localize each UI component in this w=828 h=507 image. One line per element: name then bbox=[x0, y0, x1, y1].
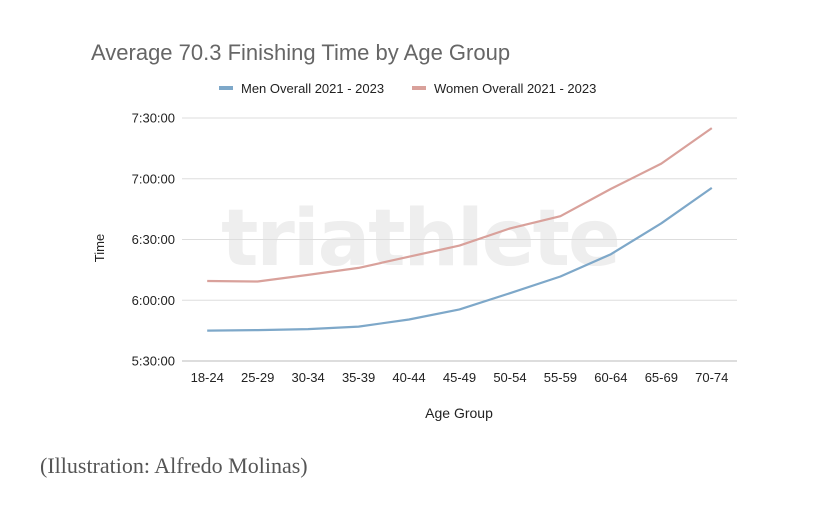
x-tick-label: 70-74 bbox=[695, 370, 728, 385]
y-tick-label: 6:30:00 bbox=[132, 232, 175, 247]
y-tick-label: 7:30:00 bbox=[132, 111, 175, 126]
series-line-men bbox=[207, 186, 713, 332]
x-tick-label: 50-54 bbox=[493, 370, 526, 385]
x-tick-label: 35-39 bbox=[342, 370, 375, 385]
legend-label-men: Men Overall 2021 - 2023 bbox=[241, 81, 384, 96]
y-tick-label: 7:00:00 bbox=[132, 171, 175, 186]
x-tick-label: 55-59 bbox=[544, 370, 577, 385]
x-tick-label: 60-64 bbox=[594, 370, 627, 385]
chart-title: Average 70.3 Finishing Time by Age Group bbox=[91, 40, 510, 65]
y-axis-label: Time bbox=[92, 234, 107, 262]
legend: Men Overall 2021 - 2023 Women Overall 20… bbox=[219, 81, 596, 96]
series-line-women bbox=[207, 127, 713, 283]
x-axis-label: Age Group bbox=[425, 405, 493, 421]
x-tick-label: 45-49 bbox=[443, 370, 476, 385]
y-tick-label: 6:00:00 bbox=[132, 293, 175, 308]
y-tick-label: 5:30:00 bbox=[132, 354, 175, 369]
series-lines bbox=[207, 127, 713, 332]
line-chart: Average 70.3 Finishing Time by Age Group… bbox=[91, 40, 737, 421]
legend-swatch-men bbox=[219, 86, 233, 90]
x-tick-label: 65-69 bbox=[645, 370, 678, 385]
illustration-caption: (Illustration: Alfredo Molinas) bbox=[40, 453, 308, 478]
gridlines bbox=[182, 117, 737, 362]
x-tick-label: 25-29 bbox=[241, 370, 274, 385]
x-tick-label: 18-24 bbox=[191, 370, 224, 385]
legend-swatch-women bbox=[412, 86, 426, 90]
x-tick-label: 30-34 bbox=[292, 370, 325, 385]
x-axis-ticks: 18-24 25-29 30-34 35-39 40-44 45-49 50-54 55-59… bbox=[191, 370, 729, 385]
legend-label-women: Women Overall 2021 - 2023 bbox=[434, 81, 596, 96]
y-axis-ticks: 5:30:00 6:00:00 6:30:00 7:00:00 7:30:00 bbox=[132, 111, 175, 369]
x-tick-label: 40-44 bbox=[392, 370, 425, 385]
